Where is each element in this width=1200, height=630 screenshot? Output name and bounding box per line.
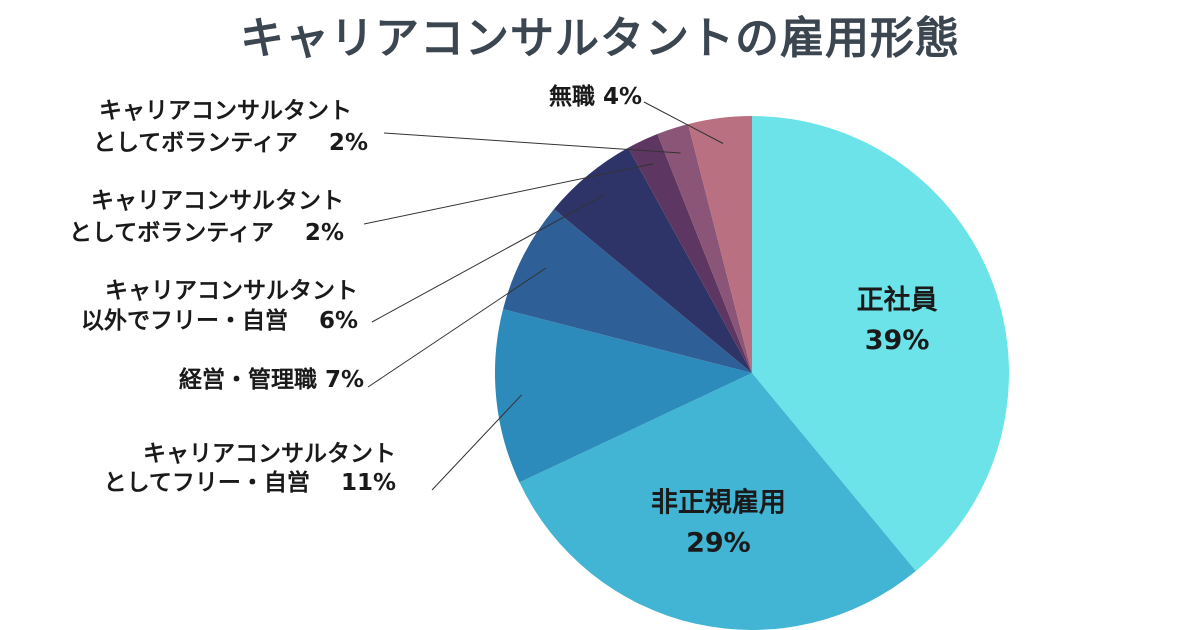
pie-slice-0: [752, 116, 1009, 572]
pie-slice-7: [688, 116, 752, 373]
leader-line-6: [383, 132, 681, 154]
slice-label-6-line-1: としてボランティア 2%: [93, 130, 368, 156]
pie-slice-1: [519, 373, 916, 630]
leader-line-5: [363, 163, 654, 225]
pie-slices: [494, 116, 1009, 630]
slice-label-7-line-0: 無職 4%: [549, 83, 642, 110]
slice-label-4-line-1: 以外でフリー・自営 6%: [81, 307, 358, 334]
chart-title: キャリアコンサルタントの雇用形態: [240, 13, 960, 64]
leader-line-4: [371, 194, 605, 323]
slice-label-5-line-0: キャリアコンサルタント: [91, 188, 344, 214]
slice-label-6-line-0: キャリアコンサルタント: [99, 98, 352, 124]
slice-label-4-line-0: キャリアコンサルタント: [105, 278, 358, 304]
pie-slice-5: [628, 134, 752, 373]
slice-label-name-0: 正社員: [857, 284, 938, 316]
leader-line-3: [367, 267, 547, 388]
slice-label-pct-1: 29%: [686, 528, 751, 559]
slice-label-2-line-0: キャリアコンサルタント: [143, 441, 396, 467]
pie-slice-2: [494, 309, 752, 483]
slice-label-2-line-1: としてフリー・自営 11%: [104, 469, 396, 496]
slice-label-5-line-1: としてボランティア 2%: [69, 220, 344, 246]
pie-slice-6: [657, 124, 752, 373]
pie-slice-4: [553, 147, 752, 373]
leader-lines: [363, 101, 724, 491]
leader-line-7: [643, 101, 724, 144]
slice-label-3-line-0: 経営・管理職 7%: [179, 366, 364, 393]
pie-slice-3: [503, 209, 752, 373]
slice-label-name-1: 非正規雇用: [651, 487, 786, 519]
slice-label-pct-0: 39%: [865, 325, 930, 356]
leader-line-2: [431, 394, 523, 491]
